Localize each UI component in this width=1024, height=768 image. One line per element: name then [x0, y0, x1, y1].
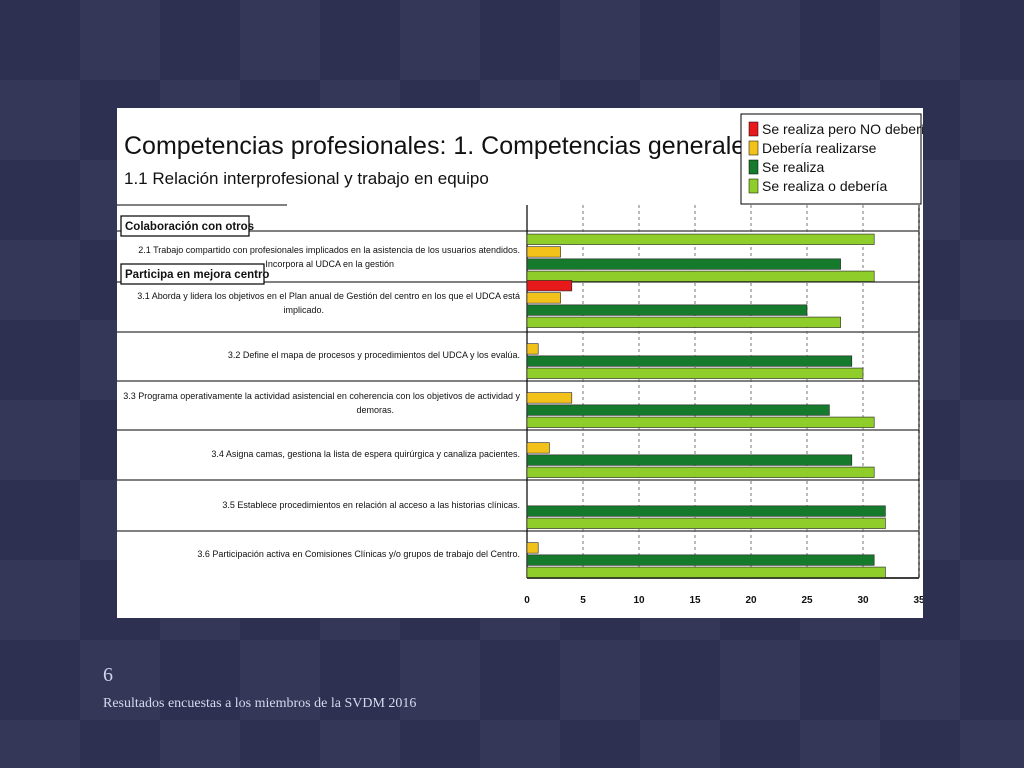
bar [526, 517, 886, 529]
category-label: 3.3 Programa operativamente la actividad… [123, 391, 520, 401]
section-box [120, 215, 250, 237]
category-label: 3.5 Establece procedimientos en relación… [222, 500, 520, 510]
x-tick-label: 5 [580, 595, 586, 606]
legend-box [740, 113, 922, 205]
category-label: 2.1 Trabajo compartido con profesionales… [138, 245, 520, 255]
bar [526, 505, 886, 517]
bar [526, 292, 561, 304]
bar [526, 466, 875, 478]
bar [526, 258, 841, 270]
x-tick-label: 35 [913, 595, 923, 606]
legend-swatch [748, 140, 759, 156]
bar [526, 316, 841, 328]
chart-subtitle: 1.1 Relación interprofesional y trabajo … [124, 169, 489, 188]
category-label: 3.1 Aborda y lidera los objetivos en el … [137, 291, 520, 301]
slide-number: 6 [103, 664, 113, 686]
x-tick-label: 25 [801, 595, 813, 606]
section-label: Colaboración con otros [125, 221, 254, 233]
x-tick-label: 10 [633, 595, 645, 606]
bar [526, 554, 875, 566]
category-label-line2: demoras. [356, 405, 394, 415]
x-tick-label: 30 [857, 595, 869, 606]
bar [526, 367, 864, 379]
bar [526, 304, 808, 316]
x-tick-label: 20 [745, 595, 757, 606]
bar [526, 355, 853, 367]
bar [526, 246, 561, 258]
bar [526, 416, 875, 428]
bar [526, 392, 573, 404]
bar [526, 404, 830, 416]
chart-canvas: 2.1 Trabajo compartido con profesionales… [117, 108, 923, 606]
bar [526, 542, 539, 554]
bar-chart: 2.1 Trabajo compartido con profesionales… [117, 108, 923, 618]
bar [526, 280, 573, 292]
bar [526, 270, 875, 282]
bar [526, 442, 550, 454]
legend-swatch [748, 159, 759, 175]
section-label: Participa en mejora centro [125, 269, 269, 281]
legend-label: Se realiza [762, 159, 824, 175]
legend-swatch [748, 121, 759, 137]
legend-label: Debería realizarse [762, 140, 877, 156]
category-label: 3.6 Participación activa en Comisiones C… [197, 549, 520, 559]
x-tick-label: 15 [689, 595, 701, 606]
legend-label: Se realiza o debería [762, 178, 888, 194]
category-label: 3.4 Asigna camas, gestiona la lista de e… [211, 449, 520, 459]
slide-footer: Resultados encuestas a los miembros de l… [103, 696, 417, 711]
category-label-line2: Incorpora al UDCA en la gestión [265, 259, 394, 269]
legend-label: Se realiza pero NO debería [762, 121, 923, 137]
category-label: 3.2 Define el mapa de procesos y procedi… [228, 350, 520, 360]
bar [526, 343, 539, 355]
section-box [120, 263, 265, 285]
chart-title: Competencias profesionales: 1. Competenc… [124, 132, 758, 160]
bar [526, 454, 853, 466]
bar [526, 566, 886, 578]
legend-swatch [748, 178, 759, 194]
x-tick-label: 0 [524, 595, 530, 606]
bar [526, 233, 875, 245]
category-label-line2: implicado. [283, 305, 324, 315]
